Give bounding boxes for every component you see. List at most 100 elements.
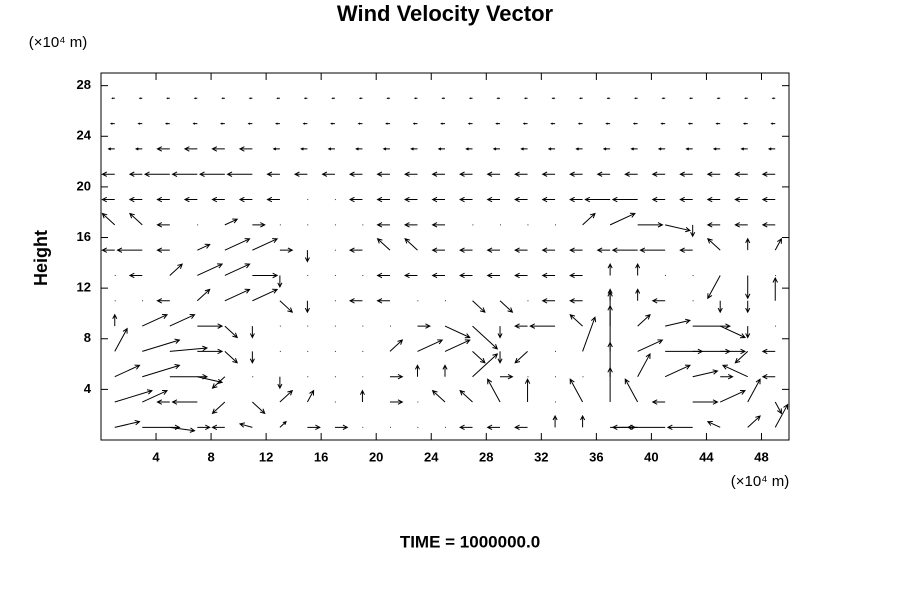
wind-arrow bbox=[376, 171, 390, 177]
x-tick-label: 16 bbox=[314, 449, 328, 464]
wind-arrow bbox=[304, 250, 310, 263]
wind-arrow bbox=[771, 97, 776, 100]
wind-arrow bbox=[441, 97, 445, 100]
wind-arrow bbox=[541, 196, 556, 203]
wind-arrow bbox=[403, 196, 418, 203]
wind-arrow bbox=[632, 122, 638, 125]
wind-arrow bbox=[459, 196, 473, 203]
wind-arrow bbox=[602, 147, 611, 151]
wind-arrow bbox=[772, 276, 778, 301]
y-tick-label: 24 bbox=[77, 128, 92, 143]
wind-arrow bbox=[486, 424, 501, 431]
y-axis-label: Height bbox=[31, 230, 51, 286]
wind-arrow bbox=[635, 288, 641, 301]
chart-title: Wind Velocity Vector bbox=[337, 1, 554, 26]
wind-arrow bbox=[499, 300, 514, 313]
wind-arrow bbox=[101, 247, 115, 253]
wind-arrow bbox=[541, 298, 556, 304]
wind-arrow bbox=[607, 262, 613, 276]
wind-arrow bbox=[252, 222, 266, 228]
wind-arrow bbox=[276, 97, 280, 100]
wind-arrow bbox=[348, 171, 363, 177]
wind-arrow bbox=[252, 288, 279, 302]
wind-arrow bbox=[238, 422, 253, 428]
wind-arrow bbox=[745, 237, 751, 251]
wind-arrow bbox=[389, 374, 404, 380]
wind-arrow bbox=[651, 298, 666, 304]
wind-arrow bbox=[304, 300, 310, 314]
wind-arrow bbox=[529, 323, 556, 329]
wind-arrow bbox=[116, 247, 143, 253]
wind-arrow bbox=[252, 238, 279, 251]
wind-arrow bbox=[514, 272, 528, 279]
wind-arrow bbox=[761, 374, 776, 380]
wind-arrow bbox=[523, 97, 528, 100]
wind-arrow bbox=[156, 298, 170, 304]
y-unit: (×10⁴ m) bbox=[29, 34, 88, 51]
wind-arrow bbox=[224, 238, 251, 251]
wind-arrow bbox=[196, 288, 211, 302]
wind-arrow bbox=[472, 325, 499, 350]
wind-arrow bbox=[575, 147, 583, 151]
wind-arrow bbox=[690, 224, 696, 238]
wind-arrow bbox=[761, 348, 776, 355]
wind-arrow bbox=[169, 345, 209, 352]
wind-arrow bbox=[459, 424, 473, 431]
wind-arrow bbox=[128, 171, 143, 177]
wind-arrow bbox=[580, 414, 586, 428]
x-tick-label: 20 bbox=[369, 449, 383, 464]
wind-arrow bbox=[197, 323, 224, 329]
wind-arrow bbox=[707, 275, 721, 300]
wind-arrow bbox=[252, 401, 266, 415]
wind-arrow bbox=[745, 300, 751, 314]
x-tick-label: 4 bbox=[152, 449, 160, 464]
wind-arrow bbox=[321, 171, 335, 177]
wind-arrow bbox=[635, 262, 641, 276]
x-tick-label: 36 bbox=[589, 449, 603, 464]
wind-arrow bbox=[514, 351, 528, 364]
wind-arrow bbox=[183, 146, 198, 152]
wind-arrow bbox=[486, 247, 501, 253]
x-unit: (×10⁴ m) bbox=[731, 473, 790, 490]
wind-arrow bbox=[169, 314, 196, 327]
wind-arrow bbox=[624, 378, 639, 403]
wind-arrow bbox=[712, 147, 721, 151]
wind-arrow bbox=[547, 147, 556, 151]
wind-arrow bbox=[742, 122, 748, 125]
wind-arrow bbox=[520, 147, 528, 151]
wind-arrow bbox=[716, 97, 721, 100]
wind-arrow bbox=[331, 97, 335, 100]
wind-arrow bbox=[248, 97, 253, 100]
y-tick-label: 8 bbox=[84, 330, 91, 345]
wind-arrow bbox=[376, 196, 390, 203]
x-tick-label: 40 bbox=[644, 449, 658, 464]
wind-arrow bbox=[266, 196, 280, 203]
wind-arrow bbox=[412, 122, 418, 125]
x-tick-label: 28 bbox=[479, 449, 493, 464]
wind-arrow bbox=[706, 420, 721, 428]
wind-arrow bbox=[569, 247, 583, 253]
wind-arrow bbox=[637, 352, 651, 377]
wind-arrow bbox=[692, 369, 719, 378]
wind-arrow bbox=[468, 97, 473, 100]
wind-arrow bbox=[348, 298, 363, 304]
wind-arrow bbox=[211, 424, 225, 431]
wind-arrow bbox=[166, 97, 170, 100]
wind-arrow bbox=[761, 171, 776, 177]
wind-arrow bbox=[626, 424, 666, 431]
wind-arrow bbox=[444, 339, 471, 352]
wind-arrow bbox=[514, 323, 528, 329]
wind-arrow bbox=[552, 414, 558, 428]
wind-arrow bbox=[410, 147, 418, 151]
wind-arrow bbox=[114, 389, 153, 403]
wind-arrow bbox=[431, 196, 445, 203]
wind-arrow bbox=[414, 364, 420, 377]
wind-arrow bbox=[734, 171, 748, 177]
wind-arrow bbox=[459, 171, 473, 177]
wind-arrow bbox=[348, 247, 363, 253]
wind-arrow bbox=[472, 300, 486, 313]
wind-arrow bbox=[442, 364, 448, 377]
wind-arrow bbox=[302, 122, 308, 125]
wind-arrow bbox=[774, 401, 782, 415]
wind-arrow bbox=[514, 171, 528, 177]
